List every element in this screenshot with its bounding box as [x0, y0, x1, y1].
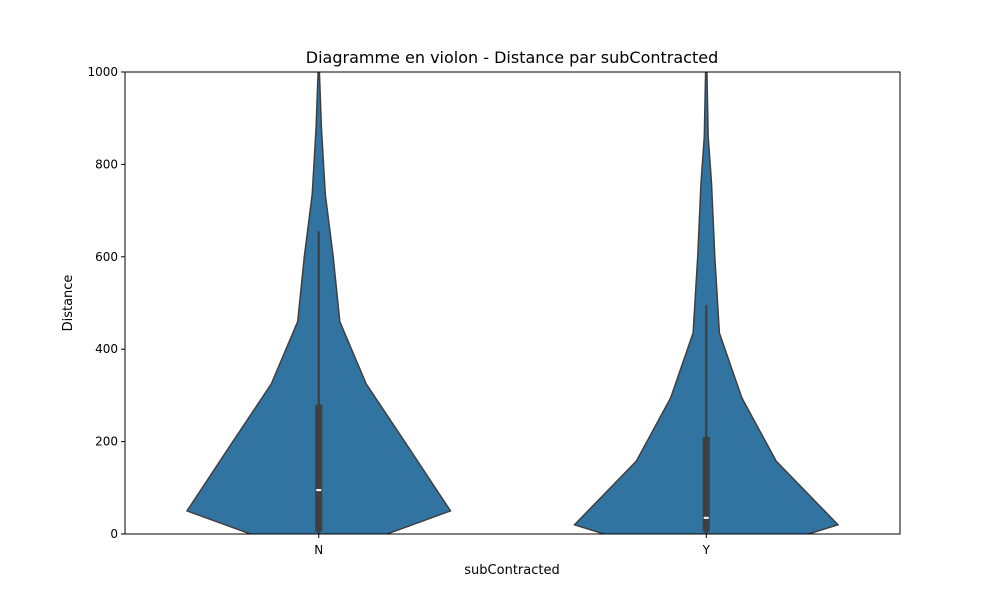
y-tick-label: 200: [95, 435, 118, 449]
violin-Y: [573, 72, 840, 534]
y-tick-label: 0: [110, 527, 118, 541]
iqr-box-Y: [702, 436, 710, 532]
y-tick-label: 1000: [87, 65, 118, 79]
x-axis-label: subContracted: [464, 563, 559, 578]
boxes-group: [315, 231, 710, 534]
plot-frame: [124, 71, 901, 535]
y-tick-label: 400: [95, 342, 118, 356]
y-axis-label: Distance: [61, 275, 76, 332]
x-tick-label-N: N: [314, 543, 323, 557]
y-tick-label: 800: [95, 157, 118, 171]
chart-title: Diagramme en violon - Distance par subCo…: [306, 48, 718, 67]
y-tick-label: 600: [95, 250, 118, 264]
iqr-box-N: [315, 404, 323, 532]
y-axis: 0 200 400 600 800 1000: [87, 65, 125, 541]
x-tick-label-Y: Y: [702, 543, 711, 557]
violins-group: [185, 72, 840, 534]
